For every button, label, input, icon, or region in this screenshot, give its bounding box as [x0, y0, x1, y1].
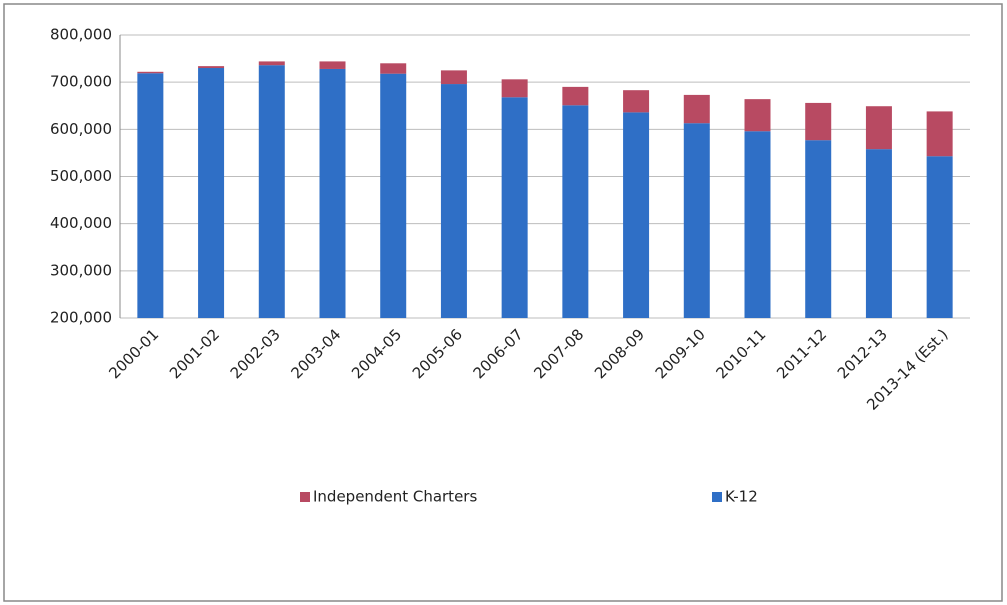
- bar-segment: [805, 102, 832, 141]
- y-tick-label: 300,000: [50, 261, 112, 279]
- bar-segment: [198, 66, 225, 69]
- y-tick-label: 200,000: [50, 309, 112, 327]
- bar-segment: [926, 156, 953, 318]
- bar-segment: [744, 99, 771, 132]
- bar-segment: [501, 79, 528, 98]
- bar-segment: [501, 97, 528, 318]
- bar-segment: [562, 105, 589, 318]
- bar-segment: [380, 63, 407, 74]
- bar-segment: [137, 71, 164, 74]
- y-tick-label: 600,000: [50, 120, 112, 138]
- bar-segment: [805, 140, 832, 318]
- legend-swatch: [300, 492, 310, 502]
- y-tick-label: 400,000: [50, 214, 112, 232]
- bar-segment: [683, 94, 710, 124]
- y-tick-label: 500,000: [50, 167, 112, 185]
- bar-segment: [623, 90, 650, 113]
- bar-segment: [562, 86, 589, 106]
- bar-segment: [683, 123, 710, 319]
- bar-segment: [440, 84, 467, 318]
- bar-segment: [926, 111, 953, 157]
- bar-segment: [198, 68, 225, 319]
- y-tick-label: 700,000: [50, 73, 112, 91]
- bar-segment: [380, 73, 407, 318]
- bar-segment: [258, 65, 285, 318]
- y-tick-label: 800,000: [50, 26, 112, 44]
- bar-segment: [258, 61, 285, 66]
- legend-swatch: [712, 492, 722, 502]
- bar-segment: [865, 149, 892, 318]
- bar-segment: [623, 112, 650, 318]
- bar-segment: [440, 70, 467, 85]
- bar-segment: [319, 61, 346, 69]
- legend-label: K-12: [725, 488, 758, 506]
- bar-segment: [865, 106, 892, 150]
- bar-segment: [319, 68, 346, 319]
- legend-label: Independent Charters: [313, 488, 477, 506]
- bar-segment: [137, 73, 164, 318]
- bar-segment: [744, 131, 771, 318]
